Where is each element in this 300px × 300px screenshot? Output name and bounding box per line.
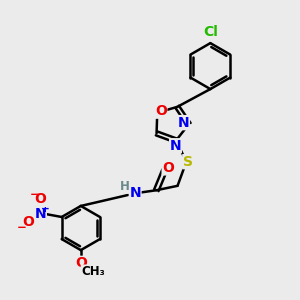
Text: H: H	[120, 180, 130, 193]
Text: O: O	[155, 104, 167, 118]
Text: +: +	[41, 204, 50, 214]
Text: N: N	[170, 139, 181, 153]
Text: N: N	[129, 186, 141, 200]
Text: Cl: Cl	[203, 25, 218, 39]
Text: O: O	[162, 161, 174, 175]
Text: O: O	[34, 192, 46, 206]
Text: −: −	[30, 188, 40, 200]
Text: S: S	[183, 155, 193, 169]
Text: −: −	[17, 221, 27, 234]
Text: CH₃: CH₃	[81, 265, 105, 278]
Text: O: O	[22, 215, 34, 229]
Text: N: N	[35, 207, 46, 221]
Text: O: O	[75, 256, 87, 270]
Text: N: N	[178, 116, 189, 130]
